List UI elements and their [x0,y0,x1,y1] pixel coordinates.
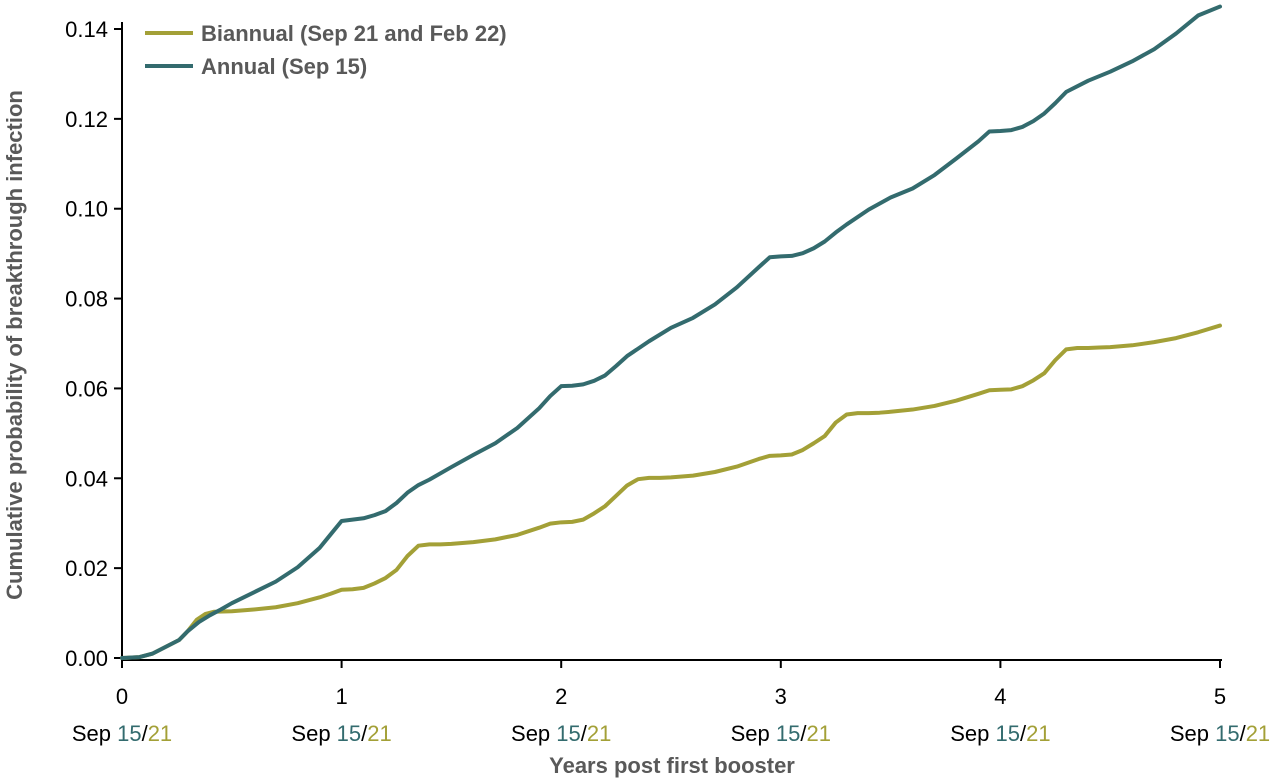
x-subtick-part1: 15 [995,721,1019,746]
legend-label-annual: Annual (Sep 15) [201,54,367,79]
x-tick-label: 0 [116,684,128,709]
x-subtick-label: Sep 15/21 [1170,721,1270,746]
x-subtick-part1: 15 [776,721,800,746]
x-subtick-prefix: Sep [72,721,117,746]
x-subtick-separator: / [800,721,807,746]
x-subtick-prefix: Sep [731,721,776,746]
x-subtick-part2: 21 [587,721,611,746]
y-tick-label: 0.00 [65,646,108,671]
x-subtick-label: Sep 15/21 [511,721,611,746]
x-subtick-part1: 15 [117,721,141,746]
x-axis-title: Years post first booster [549,753,795,778]
x-subtick-separator: / [581,721,588,746]
x-subtick-part2: 21 [1246,721,1270,746]
x-subtick-part2: 21 [806,721,830,746]
x-subtick-part2: 21 [1026,721,1050,746]
x-subtick-prefix: Sep [511,721,556,746]
series-line-biannual [120,323,1222,660]
x-subtick-label: Sep 15/21 [72,721,172,746]
y-tick-label: 0.04 [65,466,108,491]
x-subtick-separator: / [361,721,368,746]
x-subtick-separator: / [1020,721,1027,746]
legend: Biannual (Sep 21 and Feb 22) Annual (Sep… [145,21,507,79]
series-line-annual [120,4,1222,660]
legend-label-biannual: Biannual (Sep 21 and Feb 22) [201,21,507,46]
x-tick-label: 3 [775,684,787,709]
x-subtick-prefix: Sep [291,721,336,746]
x-subtick-part1: 15 [556,721,580,746]
x-subtick-part2: 21 [148,721,172,746]
y-tick-label: 0.06 [65,376,108,401]
x-subtick-part1: 15 [337,721,361,746]
x-subtick-label: Sep 15/21 [731,721,831,746]
y-tick-label: 0.10 [65,197,108,222]
y-tick-label: 0.08 [65,287,108,312]
y-tick-label: 0.02 [65,556,108,581]
x-subtick-prefix: Sep [950,721,995,746]
x-tick-label: 2 [555,684,567,709]
x-subtick-separator: / [1240,721,1247,746]
x-tick-label: 5 [1214,684,1226,709]
y-tick-label: 0.14 [65,17,108,42]
x-subtick-separator: / [142,721,149,746]
y-tick-label: 0.12 [65,107,108,132]
y-ticks: 0.00 0.02 0.04 0.06 0.08 0.10 0.12 0.14 [65,17,122,671]
x-subtick-prefix: Sep [1170,721,1215,746]
x-subtick-part1: 15 [1215,721,1239,746]
y-axis-title: Cumulative probability of breakthrough i… [2,90,27,600]
x-subtick-part2: 21 [367,721,391,746]
series-layer [120,4,1222,660]
x-subtick-label: Sep 15/21 [950,721,1050,746]
x-subtick-label: Sep 15/21 [291,721,391,746]
x-tick-label: 1 [335,684,347,709]
x-tick-label: 4 [994,684,1006,709]
